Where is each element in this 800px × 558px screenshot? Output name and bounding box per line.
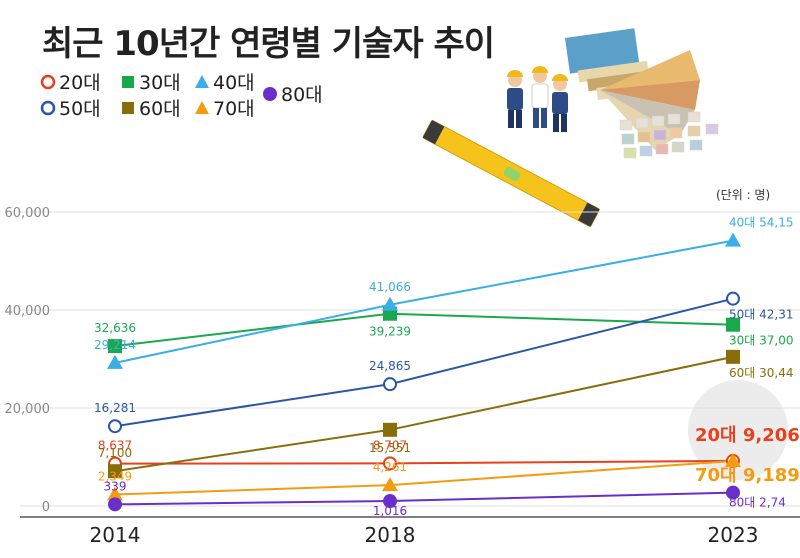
data-point-30s: [726, 317, 740, 332]
data-point-40s: [382, 296, 398, 311]
data-label-30s: 39,239: [369, 325, 411, 339]
x-tick-label: 2018: [365, 523, 416, 547]
data-point-80s: [108, 497, 122, 512]
series-line-20s: [114, 459, 734, 465]
highlight-circle: [688, 380, 788, 480]
data-label-50s: 16,281: [94, 401, 136, 415]
data-point-80s: [726, 485, 740, 500]
data-point-60s: [726, 349, 740, 364]
legend-item-60s: 60대: [120, 94, 181, 121]
data-label-30s: 32,636: [94, 321, 136, 335]
y-tick-label: 40,000: [5, 304, 51, 319]
data-label-70s: 4,261: [373, 460, 407, 474]
legend-square-icon: [122, 101, 134, 114]
data-label-40s: 29,214: [94, 338, 136, 352]
legend-label: 30대: [139, 72, 181, 94]
y-tick-label: 20,000: [5, 402, 51, 417]
data-point-40s: [725, 232, 741, 247]
series-line-60s: [114, 355, 734, 473]
legend-open-circle-icon: [40, 74, 56, 89]
legend-label: 60대: [139, 98, 181, 120]
data-point-70s: [382, 477, 398, 492]
data-point-60s: [108, 464, 122, 479]
data-label-20s: 8,707: [373, 438, 407, 452]
illustration-workers-icon: [422, 28, 719, 227]
legend-triangle-icon: [195, 74, 209, 88]
data-point-80s: [383, 494, 397, 509]
data-point-70s: [107, 486, 123, 501]
legend-item-30s: 30대: [120, 68, 181, 95]
data-point-50s: [383, 377, 397, 392]
series-line-50s: [114, 297, 734, 428]
data-label-60s: 15,551: [369, 441, 411, 455]
data-point-70s: [725, 452, 741, 467]
legend: 20대 30대 40대 50대 60대 70대 80대: [40, 68, 340, 120]
data-point-20s: [383, 456, 397, 471]
data-label-20s: 8,637: [98, 439, 132, 453]
legend-item-70s: 70대: [194, 94, 255, 121]
legend-label: 40대: [213, 72, 255, 94]
x-tick-label: 2023: [708, 523, 759, 547]
data-label-30s: 30대 37,00: [729, 334, 793, 348]
legend-item-80s: 80대: [262, 80, 323, 107]
legend-label: 70대: [213, 98, 255, 120]
x-tick-label: 2014: [90, 523, 141, 547]
data-label-50s: 24,865: [369, 359, 411, 373]
data-point-50s: [726, 291, 740, 306]
legend-filled-circle-icon: [263, 86, 277, 101]
chart-title: 최근 10년간 연령별 기술자 추이: [42, 24, 495, 64]
legend-square-icon: [122, 75, 134, 88]
y-tick-label: 0: [42, 500, 50, 515]
legend-item-20s: 20대: [40, 68, 101, 95]
series-line-40s: [114, 239, 734, 364]
data-label-60s: 60대 30,44: [729, 366, 793, 380]
data-point-60s: [383, 422, 397, 437]
legend-label: 50대: [59, 98, 101, 120]
data-label-70s: 70대 9,189: [695, 465, 800, 486]
legend-label: 20대: [59, 72, 101, 94]
data-label-20s: 20대 9,206: [695, 425, 800, 446]
legend-item-50s: 50대: [40, 94, 101, 121]
data-label-40s: 40대 54,15: [729, 216, 793, 230]
data-point-40s: [107, 354, 123, 369]
data-label-60s: 7,100: [98, 446, 132, 460]
data-label-50s: 50대 42,31: [729, 308, 793, 322]
unit-label: (단위 : 명): [716, 188, 771, 202]
legend-label: 80대: [281, 84, 323, 106]
data-label-80s: 339: [104, 479, 127, 493]
legend-triangle-icon: [195, 100, 209, 114]
data-label-40s: 41,066: [369, 280, 411, 294]
data-label-80s: 80대 2,74: [729, 496, 786, 510]
data-point-50s: [108, 419, 122, 434]
data-label-80s: 1,016: [373, 504, 407, 518]
legend-item-40s: 40대: [194, 68, 255, 95]
y-tick-label: 60,000: [5, 206, 51, 221]
series-line-80s: [114, 491, 734, 506]
series-line-30s: [114, 312, 734, 348]
data-point-30s: [108, 339, 122, 354]
series-line-70s: [114, 459, 734, 496]
legend-open-circle-icon: [40, 100, 56, 115]
data-label-70s: 2,349: [98, 469, 132, 483]
